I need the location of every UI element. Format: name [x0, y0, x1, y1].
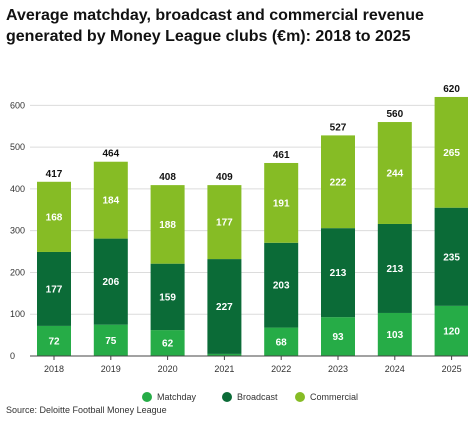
bar-matchday-2025 [434, 305, 468, 356]
bar-commercial-2021 [207, 185, 242, 260]
data-label-broadcast-2019: 206 [102, 277, 119, 288]
total-label-2024: 560 [386, 109, 403, 120]
y-tick-label-400: 400 [10, 184, 25, 194]
data-label-broadcast-2024: 213 [386, 264, 403, 275]
data-label-broadcast-2018: 177 [46, 284, 63, 295]
data-label-matchday-2020: 62 [162, 339, 174, 350]
data-label-broadcast-2021: 227 [216, 302, 233, 313]
bar-commercial-2023 [321, 135, 355, 229]
x-axis: 2018 2019 2020 2021 2022 2023 2024 2025 [30, 355, 468, 374]
legend-label-broadcast: Broadcast [237, 392, 278, 402]
bar-commercial-2022 [264, 162, 299, 243]
data-label-commercial-2024: 244 [386, 169, 403, 180]
bar-matchday-2022 [264, 327, 299, 356]
bar-commercial-2019 [93, 161, 128, 239]
y-tick-label-300: 300 [10, 226, 25, 236]
data-label-broadcast-2023: 213 [330, 268, 347, 279]
x-tick-label-2024: 2024 [385, 364, 405, 374]
bar-broadcast-2024 [377, 223, 412, 313]
bar-broadcast-2022 [264, 242, 299, 328]
legend-marker-commercial [295, 392, 305, 402]
legend-marker-matchday [142, 392, 152, 402]
total-label-2019: 464 [102, 149, 119, 160]
bar-matchday-2020 [150, 330, 185, 356]
data-label-matchday-2023: 93 [332, 332, 344, 343]
x-tick-label-2023: 2023 [328, 364, 348, 374]
bar-matchday-2023 [321, 317, 355, 356]
legend-label-commercial: Commercial [310, 392, 358, 402]
x-tick-label-2019: 2019 [101, 364, 121, 374]
y-axis: 0 100 200 300 400 500 600 [10, 100, 25, 361]
y-tick-label-600: 600 [10, 100, 25, 110]
bar-matchday-2021 [207, 353, 242, 356]
bar-broadcast-2025 [434, 207, 468, 306]
data-label-commercial-2020: 188 [159, 220, 176, 231]
legend: Matchday Broadcast Commercial [142, 392, 358, 402]
data-label-matchday-2025: 120 [443, 326, 460, 337]
chart-title: Average matchday, broadcast and commerci… [6, 5, 462, 47]
total-label-2021: 409 [216, 172, 233, 183]
y-tick-label-0: 0 [10, 351, 15, 361]
data-label-matchday-2024: 103 [386, 330, 403, 341]
data-label-broadcast-2022: 203 [273, 281, 290, 292]
legend-label-matchday: Matchday [157, 392, 197, 402]
data-label-commercial-2025: 265 [443, 148, 460, 159]
bar-commercial-2018 [37, 181, 71, 252]
bar-commercial-2024 [377, 122, 412, 224]
bars [37, 96, 468, 356]
y-tick-label-200: 200 [10, 267, 25, 277]
data-label-matchday-2022: 68 [276, 337, 288, 348]
total-label-2023: 527 [330, 122, 347, 133]
data-label-matchday-2019: 75 [105, 336, 117, 347]
data-label-commercial-2023: 222 [330, 177, 347, 188]
data-label-commercial-2018: 168 [46, 212, 63, 223]
bar-broadcast-2021 [207, 259, 242, 354]
bar-broadcast-2023 [321, 228, 355, 318]
total-label-2025: 620 [443, 84, 460, 95]
bar-commercial-2020 [150, 185, 185, 264]
bar-matchday-2024 [377, 312, 412, 356]
data-label-matchday-2018: 72 [48, 336, 60, 347]
data-label-commercial-2021: 177 [216, 218, 233, 229]
chart-title-line-1: Average matchday, broadcast and commerci… [6, 7, 424, 24]
x-tick-label-2020: 2020 [158, 364, 178, 374]
total-label-2020: 408 [159, 172, 176, 183]
chart-title-line-2: generated by Money League clubs (€m): 20… [6, 28, 411, 45]
bar-commercial-2025 [434, 96, 468, 208]
total-label-2022: 461 [273, 150, 290, 161]
bar-matchday-2019 [93, 324, 128, 356]
data-label-commercial-2019: 184 [102, 196, 119, 207]
legend-marker-broadcast [222, 392, 232, 402]
x-tick-label-2018: 2018 [44, 364, 64, 374]
y-tick-label-500: 500 [10, 142, 25, 152]
y-tick-label-100: 100 [10, 309, 25, 319]
bar-broadcast-2020 [150, 263, 185, 331]
x-tick-label-2025: 2025 [442, 364, 462, 374]
data-labels: 72 177 168 417 75 206 184 464 62 159 188 408 227 177 4… [46, 84, 461, 350]
source-note: Source: Deloitte Football Money League [6, 405, 167, 415]
x-tick-label-2021: 2021 [214, 364, 234, 374]
bar-broadcast-2019 [93, 238, 128, 325]
x-tick-label-2022: 2022 [271, 364, 291, 374]
total-label-2018: 417 [46, 169, 63, 180]
bar-broadcast-2018 [37, 251, 71, 326]
bar-matchday-2018 [37, 325, 71, 356]
data-label-broadcast-2025: 235 [443, 252, 460, 263]
data-label-broadcast-2020: 159 [159, 292, 176, 303]
data-label-commercial-2022: 191 [273, 198, 290, 209]
